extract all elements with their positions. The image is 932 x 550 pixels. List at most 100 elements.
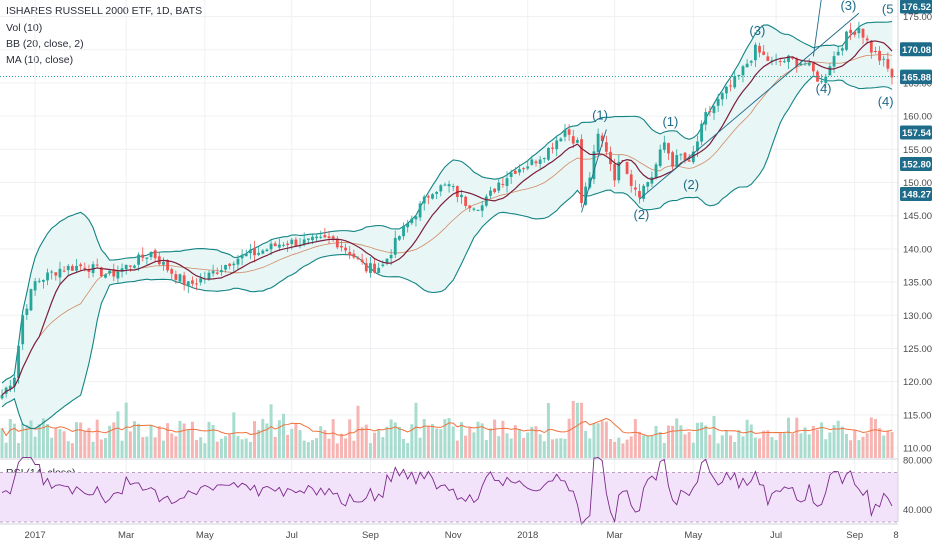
volume-bar — [766, 430, 770, 458]
volume-bar — [865, 433, 869, 458]
volume-bar — [853, 429, 857, 458]
volume-bar — [406, 443, 410, 458]
candle-body — [518, 169, 521, 173]
candle-body — [447, 184, 451, 187]
volume-bar — [455, 440, 459, 458]
candle-body — [157, 256, 161, 265]
candle-body — [153, 250, 157, 259]
candle-body — [662, 142, 666, 150]
volume-bar — [435, 428, 439, 458]
volume-bar — [50, 437, 54, 458]
volume-bar — [704, 425, 708, 458]
wave-label: (3) — [749, 23, 765, 38]
volume-bar — [642, 435, 646, 458]
candle-body — [538, 159, 542, 164]
volume-bar — [199, 437, 203, 458]
volume-bar — [600, 421, 604, 458]
volume-bar — [617, 437, 621, 458]
price-tick-label: 155.00 — [903, 145, 932, 156]
volume-bar — [584, 430, 588, 458]
volume-bar — [811, 425, 815, 458]
candle-body — [257, 252, 261, 255]
candle-body — [501, 183, 505, 185]
candle-body — [513, 170, 517, 174]
volume-bar — [269, 404, 273, 458]
candle-body — [178, 274, 182, 282]
candle-body — [563, 129, 567, 137]
volume-bar — [368, 443, 372, 458]
candle-body — [687, 160, 691, 162]
candle-body — [13, 377, 16, 387]
volume-bar — [609, 439, 613, 458]
volume-bar — [588, 438, 592, 458]
volume-bar — [426, 426, 430, 458]
volume-bar — [112, 422, 116, 458]
price-tick-label: 175.00 — [903, 12, 932, 23]
trend-line — [581, 129, 607, 213]
volume-bar — [484, 439, 488, 458]
volume-bar — [513, 425, 517, 458]
candle-body — [460, 194, 463, 198]
rsi-line — [1, 457, 893, 526]
candle-body — [849, 29, 853, 34]
candle-body — [224, 264, 227, 270]
candle-body — [845, 31, 848, 50]
volume-bar — [224, 436, 228, 458]
volume-bar — [124, 402, 128, 458]
candle-body — [874, 51, 877, 53]
candle-body — [323, 235, 327, 238]
volume-bar — [352, 440, 356, 458]
candle-body — [120, 268, 124, 272]
candle-body — [633, 187, 637, 190]
candle-body — [816, 71, 819, 82]
candle-body — [290, 239, 294, 245]
candle-body — [824, 76, 828, 84]
candle-body — [344, 247, 347, 251]
candle-body — [340, 245, 343, 248]
time-tick-label: Jul — [770, 530, 782, 541]
candle-body — [265, 249, 269, 252]
candle-body — [124, 264, 128, 270]
volume-bar — [795, 417, 799, 458]
candle-body — [99, 267, 103, 277]
time-tick-label: Mar — [606, 530, 622, 541]
volume-bar — [459, 422, 463, 458]
candle-body — [186, 281, 190, 287]
trend-line — [639, 12, 860, 200]
volume-bar — [700, 422, 704, 458]
candle-body — [219, 270, 223, 273]
volume-bar — [749, 424, 753, 458]
volume-bar — [869, 417, 873, 458]
candle-body — [729, 85, 732, 87]
volume-bar — [675, 418, 679, 458]
volume-bar — [186, 429, 190, 458]
candle-body — [352, 253, 356, 258]
candle-body — [733, 76, 737, 88]
candle-body — [286, 243, 290, 246]
volume-bar — [70, 443, 74, 458]
candle-body — [435, 192, 439, 194]
volume-bar — [782, 433, 786, 458]
volume-bar — [443, 419, 447, 458]
volume-bar — [414, 402, 418, 458]
volume-bar — [604, 421, 608, 458]
time-tick-label: Jul — [286, 530, 298, 541]
volume-bar — [878, 428, 882, 458]
volume-bar — [844, 433, 848, 458]
volume-bar — [563, 438, 567, 458]
volume-bar — [497, 436, 501, 458]
volume-bar — [654, 426, 658, 458]
candle-body — [83, 267, 87, 269]
volume-bar — [385, 426, 389, 458]
price-tag — [900, 156, 932, 171]
volume-bar — [145, 436, 149, 458]
volume-bar — [360, 427, 364, 458]
candle-body — [108, 270, 112, 274]
candle-body — [112, 269, 116, 277]
rsi-tick-label: 80.0000 — [903, 456, 932, 467]
candle-body — [650, 177, 654, 184]
volume-bar — [753, 437, 757, 458]
volume-bar — [149, 424, 153, 458]
volume-bar — [244, 438, 248, 458]
